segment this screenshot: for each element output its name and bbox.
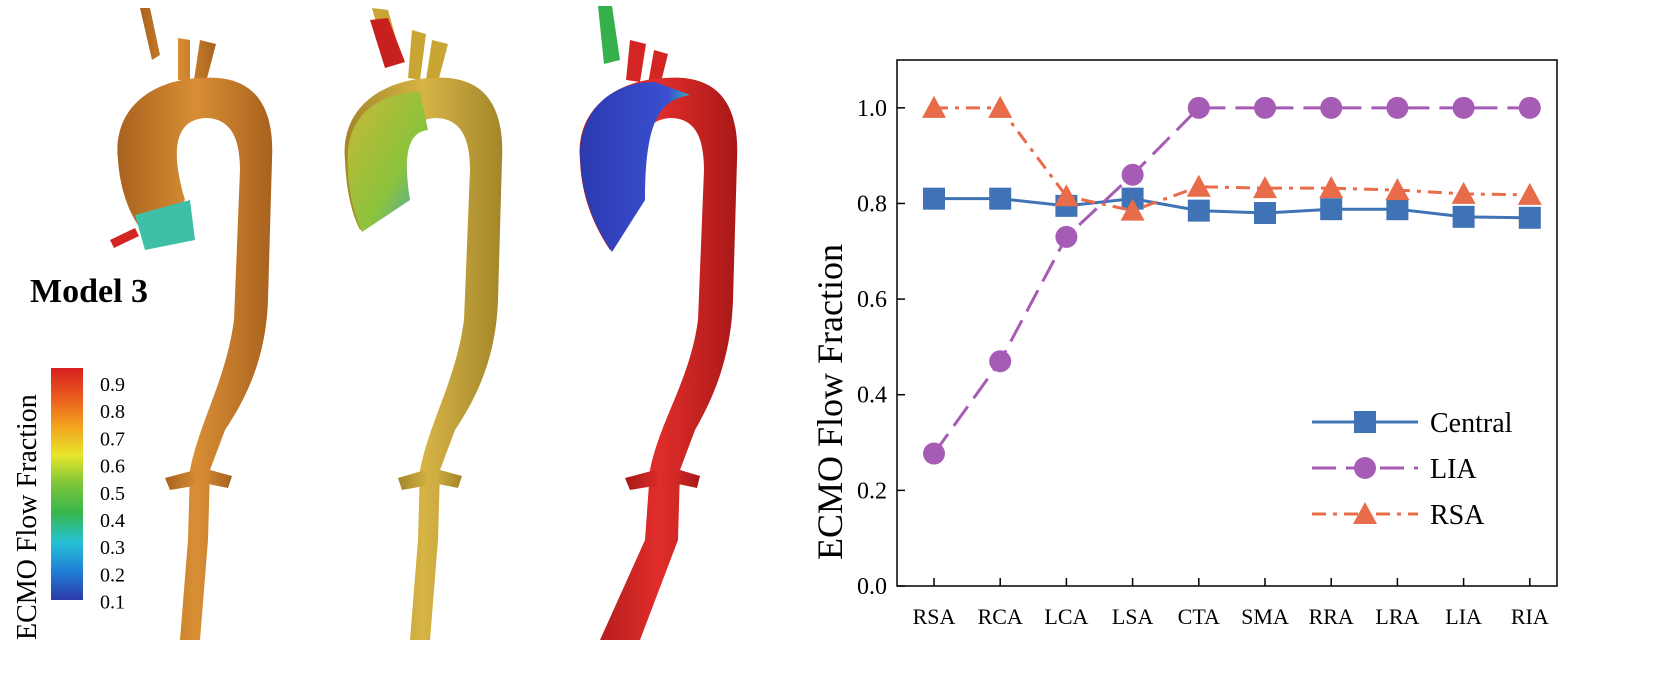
aorta-1-body (117, 77, 273, 640)
aorta-model-1 (110, 8, 273, 640)
series-rsa (922, 95, 1542, 221)
data-point-rsa (1319, 176, 1344, 199)
colorbar-gradient (51, 368, 83, 600)
chart-svg: 0.0 0.2 0.4 0.6 0.8 1.0 RSA RCA LCA LSA CTA SMA RRA… (810, 59, 1558, 629)
aorta-3-neck (598, 6, 620, 64)
y-tick-label: 0.6 (857, 287, 887, 313)
y-axis-label: ECMO Flow Fraction (810, 244, 850, 560)
y-tick-label: 0.8 (857, 191, 887, 217)
data-point-central (1187, 199, 1210, 222)
data-point-lia (1518, 96, 1541, 119)
x-tick-label: LRA (1375, 604, 1419, 629)
legend-marker-rsa (1353, 502, 1377, 524)
data-point-central (923, 187, 945, 210)
data-point-lia (1187, 96, 1210, 119)
y-tick-label: 0.4 (857, 383, 887, 409)
legend: Central LIA RSA (1312, 408, 1513, 531)
y-axis-ticks: 0.0 0.2 0.4 0.6 0.8 1.0 (857, 96, 905, 600)
data-point-rsa (1253, 176, 1277, 199)
data-point-rsa (1054, 184, 1079, 207)
ecmo-flow-chart: 0.0 0.2 0.4 0.6 0.8 1.0 RSA RCA LCA LSA CTA SMA RRA… (800, 0, 1656, 687)
x-tick-label: CTA (1178, 604, 1220, 629)
data-point-central (1386, 198, 1409, 221)
data-point-rsa (988, 95, 1013, 118)
colorbar-tick-label: 0.4 (100, 510, 125, 532)
aorta-1-iliacs (165, 470, 232, 490)
aorta-1-branches (140, 8, 216, 82)
aorta-2-arch-ascending (347, 92, 428, 232)
data-point-rsa (1517, 182, 1542, 205)
x-tick-label: RCA (978, 604, 1023, 629)
aorta-3-arch-ascending (580, 82, 690, 252)
series-central (923, 187, 1541, 229)
colorbar-tick-label: 0.6 (100, 456, 125, 478)
aorta-streamline-figure: Model 3 ECMO Flow Fraction 0.90.80.70.60… (12, 6, 738, 640)
data-point-central (989, 187, 1012, 210)
series-line-lia (932, 106, 1530, 455)
y-tick-label: 0.0 (857, 574, 887, 600)
data-point-lia (1452, 96, 1475, 119)
x-tick-label: RRA (1309, 604, 1354, 629)
series-layer (922, 95, 1542, 465)
aorta-1-cannula (110, 228, 139, 248)
series-line-central (934, 197, 1530, 220)
data-point-central (1320, 198, 1343, 221)
data-point-rsa (1186, 174, 1211, 197)
x-tick-label: LCA (1044, 604, 1088, 629)
colorbar-tick-label: 0.1 (100, 592, 125, 614)
colorbar-tick-label: 0.9 (100, 374, 125, 396)
data-point-central (1518, 206, 1541, 229)
colorbar-tick-label: 0.7 (100, 428, 125, 450)
data-point-lia (1055, 225, 1078, 248)
plot-frame (896, 59, 1558, 587)
data-point-rsa (1451, 181, 1476, 204)
legend-marker-lia (1354, 457, 1376, 479)
colorbar-tick-label: 0.3 (100, 537, 125, 559)
colorbar-title: ECMO Flow Fraction (12, 394, 43, 640)
aorta-model-3 (579, 6, 738, 640)
y-tick-label: 1.0 (857, 96, 887, 122)
data-point-lia (1386, 96, 1409, 119)
data-point-central (1254, 202, 1276, 225)
data-point-lia (1320, 96, 1343, 119)
aorta-model-2 (344, 8, 503, 640)
data-point-lia (1121, 163, 1144, 186)
legend-label-central: Central (1430, 408, 1513, 439)
colorbar-tick-label: 0.5 (100, 483, 125, 505)
data-point-lia (923, 442, 945, 465)
data-point-lia (1254, 96, 1276, 119)
model-label: Model 3 (30, 273, 148, 310)
x-axis-ticks: RSA RCA LCA LSA CTA SMA RRA LRA LIA RIA (913, 578, 1549, 629)
data-point-rsa (1385, 178, 1410, 201)
aorta-streamline-panel: Model 3 ECMO Flow Fraction 0.9 0.8 0.7 0.6 0… (0, 0, 800, 687)
aorta-2-iliacs (398, 470, 462, 490)
aorta-1-root (135, 200, 195, 250)
colorbar-tick-labels: 0.9 0.8 0.7 0.6 0.5 0.4 0.3 0.2 0.1 (100, 374, 125, 614)
aorta-3-iliacs (625, 470, 700, 490)
series-line-rsa (934, 106, 1530, 213)
colorbar-tick-label: 0.8 (100, 401, 125, 423)
x-tick-label: RSA (913, 604, 956, 629)
aorta-2-neck (370, 18, 405, 68)
series-lia (923, 96, 1541, 465)
x-tick-label: SMA (1241, 604, 1289, 629)
data-point-central (1452, 205, 1475, 228)
legend-marker-central (1354, 411, 1376, 433)
aorta-3-branches (626, 40, 668, 86)
y-tick-label: 0.2 (857, 478, 887, 504)
x-tick-label: LIA (1445, 604, 1482, 629)
data-point-rsa (922, 95, 946, 118)
legend-label-rsa: RSA (1430, 500, 1485, 531)
data-point-lia (989, 350, 1012, 373)
x-tick-label: LSA (1112, 604, 1154, 629)
colorbar-tick-label: 0.2 (100, 564, 125, 586)
x-tick-label: RIA (1511, 604, 1549, 629)
legend-label-lia: LIA (1430, 454, 1477, 485)
data-point-rsa (1120, 198, 1145, 221)
